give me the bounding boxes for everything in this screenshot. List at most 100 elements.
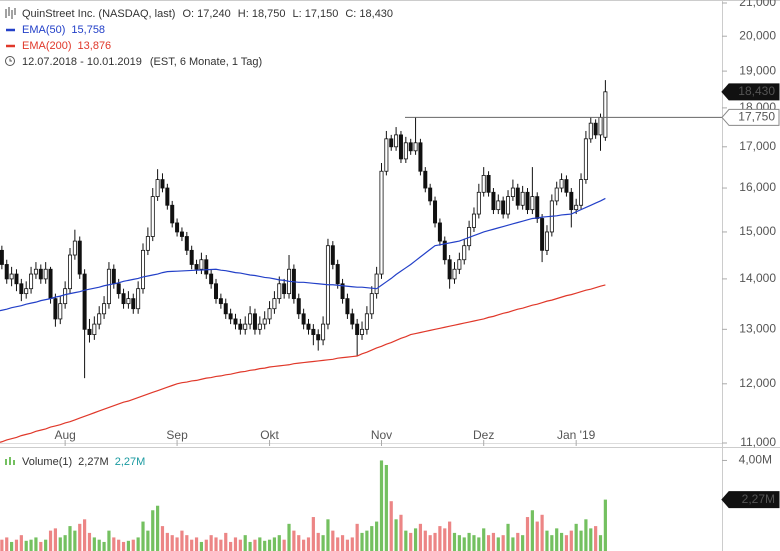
volume-bar: [530, 510, 534, 551]
volume-bar: [102, 541, 106, 551]
candle-body: [598, 117, 603, 136]
candle-body: [316, 334, 321, 341]
candle-body: [423, 170, 428, 189]
volume-bar: [326, 519, 330, 551]
candle-body: [282, 283, 287, 295]
volume-bar: [24, 540, 28, 551]
volume-bar: [404, 530, 408, 551]
range-line: 12.07.2018 - 10.01.2019 (EST, 6 Monate, 1…: [22, 56, 262, 68]
volume-bar: [117, 539, 121, 551]
candle-body: [29, 273, 34, 290]
volume-bar: [428, 535, 432, 551]
candle-body: [58, 303, 63, 320]
candle-body: [350, 313, 355, 325]
volume-last: 2,27M: [78, 456, 109, 468]
volume-bar: [345, 539, 350, 551]
volume-icon: [5, 457, 15, 465]
candle-body: [384, 138, 389, 172]
candle-body: [335, 264, 340, 285]
volume-bar: [121, 541, 126, 551]
volume-bar: [199, 541, 204, 551]
volume-bar: [584, 519, 588, 551]
candle-body: [408, 142, 413, 152]
volume-name: Volume(1): [22, 456, 72, 468]
candle-body: [248, 313, 253, 325]
candle-body: [4, 264, 9, 280]
candle-body: [398, 134, 403, 160]
legend-value: 15,758: [71, 24, 105, 36]
volume-bar: [267, 539, 272, 551]
y-tick-label: 15,000: [739, 224, 776, 238]
volume-bar: [34, 537, 38, 551]
candle-body: [369, 293, 374, 315]
candle-body: [82, 273, 87, 330]
candle-body: [87, 328, 92, 335]
candle-body: [471, 213, 476, 228]
candle-body: [520, 191, 525, 206]
volume-bar: [112, 537, 116, 551]
candle-body: [296, 298, 301, 315]
candle-body: [38, 268, 43, 280]
candle-body: [311, 328, 316, 335]
legend-name: EMA(50): [22, 24, 65, 36]
candle-body: [14, 273, 19, 285]
candle-body: [525, 191, 530, 211]
volume-bar: [370, 526, 374, 551]
y-tick-label: 17,000: [739, 139, 776, 153]
volume-bar: [141, 521, 145, 551]
candle-body: [165, 187, 170, 206]
volume-bar: [107, 530, 111, 551]
candle-body: [63, 288, 68, 305]
candle-body: [238, 323, 243, 330]
candle-body: [476, 191, 481, 215]
candle-body: [588, 122, 593, 140]
ema-line: [0, 197, 606, 312]
volume-bar: [331, 530, 335, 551]
volume-tick-label: 4,00M: [739, 453, 772, 467]
volume-bar: [535, 521, 539, 551]
candle-body: [53, 298, 58, 320]
date-range: 12.07.2018 - 10.01.2019: [22, 56, 142, 68]
candle-body: [515, 187, 520, 206]
candle-body: [496, 200, 501, 211]
candle-body: [24, 288, 29, 295]
candle-body: [355, 323, 360, 335]
volume-bar: [511, 537, 515, 551]
clock-icon: [5, 56, 15, 66]
candle-body: [179, 231, 184, 237]
candle-body: [569, 191, 574, 211]
volume-bar: [83, 519, 87, 551]
candle-body: [223, 303, 228, 315]
volume-bar: [253, 539, 257, 551]
volume-bar: [5, 537, 9, 551]
volume-bar: [209, 535, 213, 551]
candle-body: [379, 170, 384, 275]
candle-body: [437, 222, 442, 242]
volume-bar: [516, 532, 520, 551]
candle-body: [33, 268, 38, 275]
candle-body: [447, 259, 452, 280]
candle-body: [116, 283, 121, 295]
x-tick-label: Sep: [166, 428, 188, 442]
candle-body: [433, 200, 438, 224]
candle-body: [452, 268, 457, 280]
candle-body: [228, 313, 233, 320]
candle-body: [252, 313, 257, 330]
volume-legend: Volume(1) 2,27M 2,27M: [22, 456, 145, 468]
candle-body: [160, 179, 165, 189]
candle-body: [579, 179, 584, 206]
candle-body: [389, 138, 394, 148]
legend-entry: EMA(50) 15,758: [22, 24, 105, 36]
volume-bar: [58, 537, 62, 551]
volume-bar: [569, 530, 573, 551]
volume-bar: [482, 528, 486, 551]
candle-body: [413, 142, 418, 152]
value-tag-label: 2,27M: [742, 492, 775, 506]
volume-bar: [360, 532, 364, 551]
volume-bar: [433, 532, 437, 551]
volume-bar: [550, 535, 554, 551]
volume-bar: [214, 537, 218, 551]
candle-body: [321, 323, 326, 341]
